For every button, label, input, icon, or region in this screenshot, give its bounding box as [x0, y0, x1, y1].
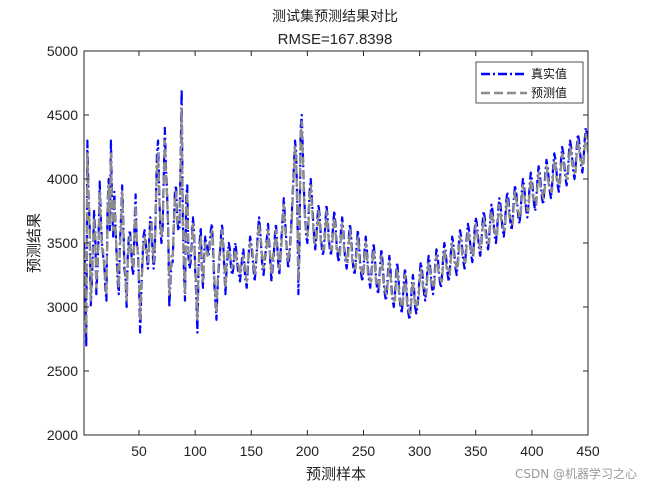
- legend: 真实值 预测值: [475, 61, 584, 104]
- y-axis-label: 预测结果: [25, 213, 43, 273]
- x-tick-label: 100: [183, 443, 207, 459]
- y-tick-label: 3500: [47, 235, 78, 251]
- x-tick-label: 250: [352, 443, 376, 459]
- x-axis-label: 预测样本: [306, 465, 366, 483]
- legend-label-actual: 真实值: [531, 66, 567, 81]
- x-tick-label: 400: [520, 443, 544, 459]
- x-tick-label: 150: [240, 443, 264, 459]
- y-tick-label: 2000: [47, 427, 78, 443]
- chart-title: 测试集预测结果对比: [272, 8, 398, 25]
- plot-area: [84, 88, 588, 347]
- x-tick-label: 450: [576, 443, 600, 459]
- y-tick-label: 4500: [47, 107, 78, 123]
- x-tick-label: 300: [408, 443, 432, 459]
- legend-label-predicted: 预测值: [531, 85, 567, 100]
- x-axis: 50 100 150 200 250 300 350 400 450: [131, 51, 600, 459]
- x-tick-label: 350: [464, 443, 488, 459]
- legend-box: [475, 61, 584, 104]
- y-tick-label: 2500: [47, 363, 78, 379]
- y-tick-label: 3000: [47, 299, 78, 315]
- y-axis: 2000 2500 3000 3500 4000 4500 5000: [47, 43, 588, 443]
- x-tick-label: 50: [131, 443, 147, 459]
- y-tick-label: 5000: [47, 43, 78, 59]
- chart-subtitle: RMSE=167.8398: [278, 31, 393, 48]
- x-tick-label: 200: [296, 443, 320, 459]
- series-layer: [84, 88, 588, 347]
- y-tick-label: 4000: [47, 171, 78, 187]
- watermark: CSDN @机器学习之心: [515, 466, 637, 481]
- series-line-predicted: [84, 107, 588, 334]
